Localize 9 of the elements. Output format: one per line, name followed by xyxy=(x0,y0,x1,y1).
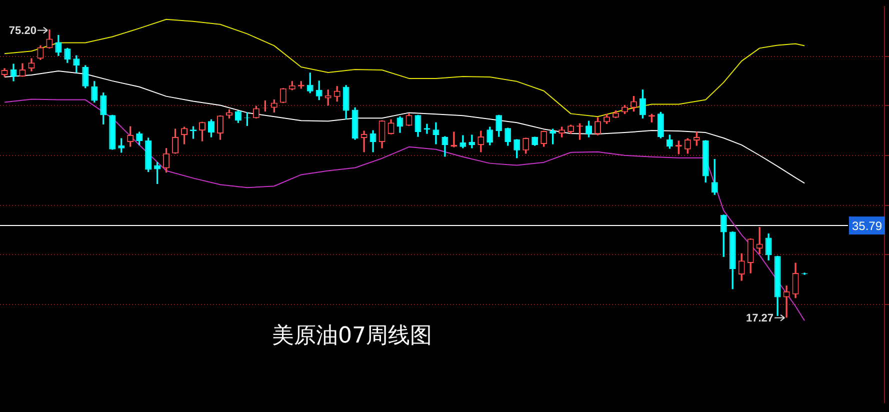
ref-line-label: 35.79 xyxy=(852,218,882,233)
annotation: 17.27 xyxy=(746,312,774,324)
annotation: 75.20 xyxy=(8,24,36,37)
candlestick xyxy=(783,286,790,318)
text: 美原油07周线图 xyxy=(272,323,432,348)
candlestick xyxy=(450,132,458,148)
candlestick xyxy=(756,227,763,254)
candlestick xyxy=(360,130,368,152)
candlestick xyxy=(432,122,440,144)
